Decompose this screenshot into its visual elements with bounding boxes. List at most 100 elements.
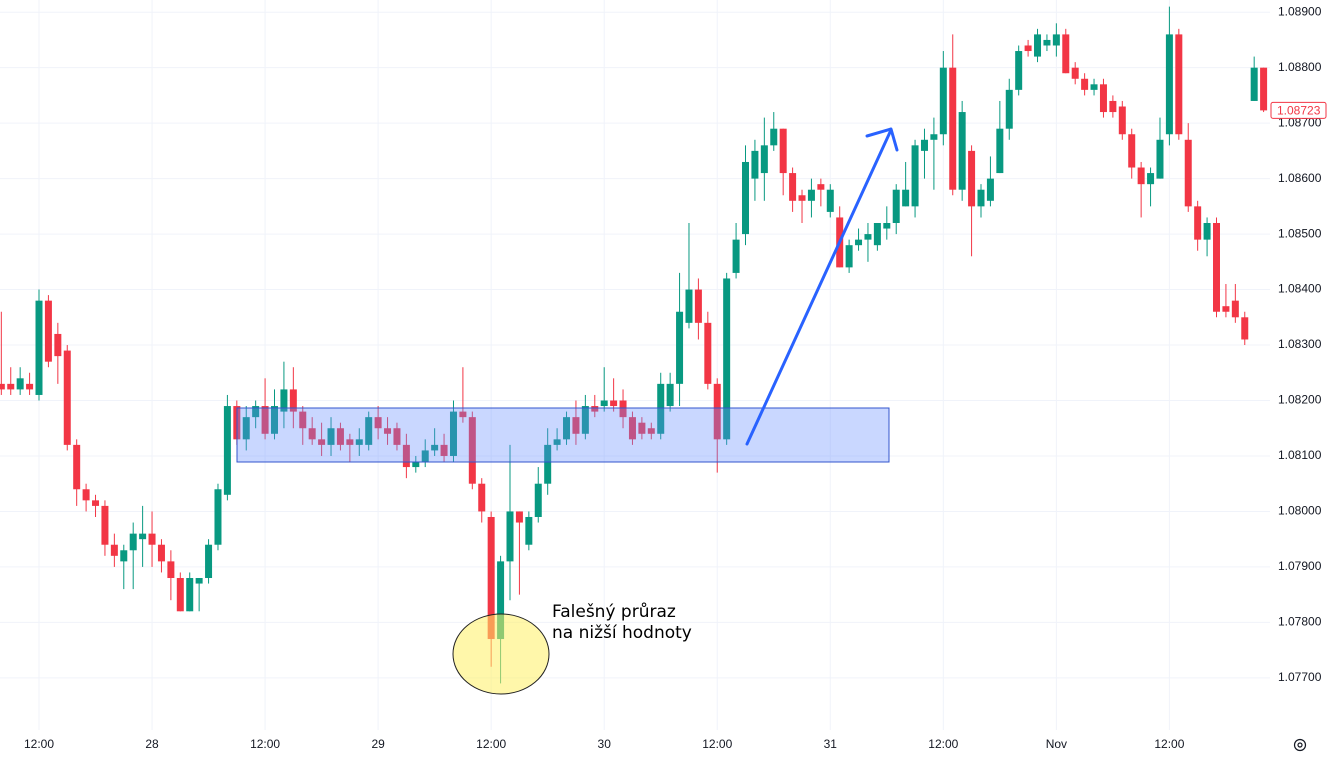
candle-body [1222,306,1230,312]
candle-body [939,67,947,135]
candle-body [742,161,749,235]
y-tick-label: 1.08800 [1278,60,1322,74]
candle-body [581,406,589,434]
candle-body [1043,39,1051,46]
y-tick-label: 1.08900 [1278,4,1322,18]
candle-body [393,428,401,445]
candle-body [676,311,684,384]
candle-body [1231,300,1239,318]
candle-body [157,544,165,562]
candle-body [534,483,542,517]
highlight-ellipse [452,613,550,695]
candle-body [949,67,957,190]
candle-body [902,189,910,207]
candle-body [365,417,373,445]
candle-body [402,444,410,468]
candle-body [242,417,250,440]
x-tick-label: Nov [1046,737,1067,751]
candle-body [920,139,928,151]
candle-body [1165,34,1173,135]
candle-body [1034,34,1042,57]
x-tick-label: 12:00 [702,737,732,751]
candle-body [628,417,636,440]
drawings: Falešný průraz na nižší hodnoty [236,127,899,695]
candle-body [553,439,561,445]
candle-body [713,383,721,440]
candle-body [685,289,693,323]
candle-body [129,533,137,551]
candle-body [1184,139,1192,207]
x-tick-label: 31 [824,737,838,751]
candle-body [261,406,269,434]
candle-body [1081,78,1089,90]
candle-body [139,533,147,540]
y-tick-label: 1.08100 [1278,448,1322,462]
candle-body [1099,84,1107,113]
candle-body [346,439,354,445]
candle-body [271,406,278,434]
candle-body [1071,67,1079,79]
candle-body [308,428,316,440]
candle-body [7,383,15,390]
candle-body [647,428,655,434]
candle-body [563,417,571,440]
y-tick-label: 1.08000 [1278,504,1322,518]
candle-body [1128,134,1136,168]
candle-body [497,561,505,640]
candle-body [478,483,486,512]
candle-body [120,550,128,562]
x-tick-label: 12:00 [476,737,506,751]
candle-body [0,383,5,390]
candle-body [1241,317,1249,340]
candle-body [694,289,702,323]
candle-body [1109,100,1117,113]
candle-body [817,184,825,190]
candle-body [327,428,335,445]
candle-body [205,544,213,579]
candle-body [167,561,175,579]
candle-body [318,439,326,445]
x-tick-label: 12:00 [1154,737,1184,751]
candle-body [591,406,599,412]
y-tick-label: 1.07900 [1278,559,1322,573]
x-tick-label: 12:00 [250,737,280,751]
candle-body [1194,206,1202,240]
x-tick-label: 29 [371,737,385,751]
candle-body [506,511,514,562]
candle-body [214,489,222,545]
candle-body [289,389,297,412]
x-tick-label: 30 [598,737,612,751]
candle-body [355,439,363,445]
trend-arrow [745,128,893,446]
candle-body [789,173,797,201]
range-box [236,407,890,463]
candle-body [336,428,344,445]
annotation-line: na nižší hodnoty [552,623,692,643]
candle-body [252,406,260,418]
y-tick-label: 1.08300 [1278,337,1322,351]
candle-body [412,461,420,468]
annotation-line: Falešný průraz [552,602,676,622]
candle-body [1052,34,1060,46]
candle-body [977,189,985,207]
candle-body [101,505,109,545]
candle-body [732,239,740,273]
candle-body [845,245,853,268]
settings-icon[interactable] [1293,738,1307,752]
candle-body [807,189,815,201]
settings-ring[interactable] [1293,738,1307,752]
candle-body [148,533,156,545]
candle-body [223,406,231,495]
candle-body [657,383,665,434]
candle-body [26,383,34,390]
candle-body [600,400,608,407]
candle-body [760,145,768,174]
candle-body [1175,34,1183,135]
candle-body [723,278,731,440]
candles [0,6,1268,684]
last-price-box [1270,101,1327,119]
settings-core[interactable] [1297,742,1303,748]
candle-body [110,544,118,556]
y-tick-label: 1.07700 [1278,670,1322,684]
